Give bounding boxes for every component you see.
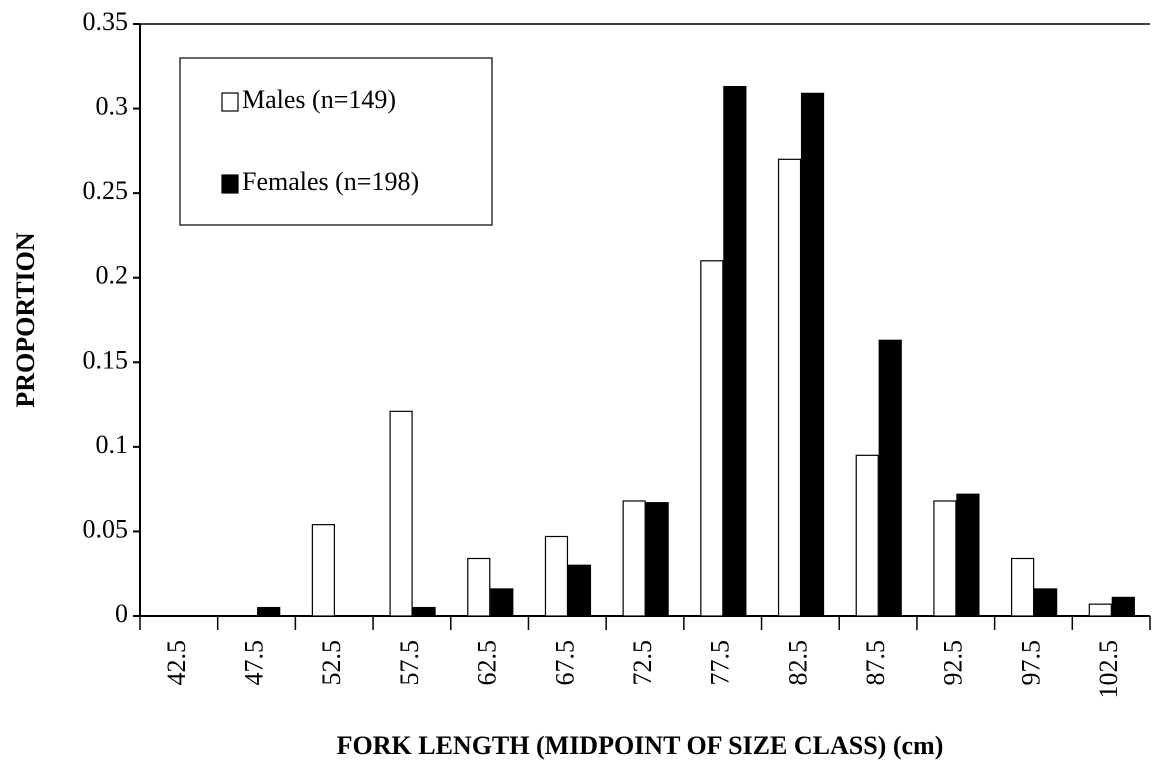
bar [467, 557, 491, 617]
bar [933, 500, 957, 617]
y-tick-label: 0.2 [96, 261, 129, 290]
bar [645, 502, 669, 617]
y-tick-label: 0.3 [96, 92, 129, 121]
x-tick-label: 97.5 [1016, 640, 1045, 686]
y-tick-label: 0.1 [96, 430, 129, 459]
y-tick-label: 0.35 [83, 7, 129, 36]
x-tick-label: 72.5 [628, 640, 657, 686]
x-axis-title: FORK LENGTH (MIDPOINT OF SIZE CLASS) (cm… [337, 731, 944, 760]
bar [956, 493, 980, 617]
bar [1011, 557, 1035, 617]
x-tick-label: 67.5 [550, 640, 579, 686]
x-tick-label: 57.5 [395, 640, 424, 686]
legend-label: Females (n=198) [242, 167, 419, 196]
y-tick-label: 0 [115, 599, 128, 628]
y-tick-label: 0.05 [83, 514, 129, 543]
bar [855, 454, 879, 617]
x-tick-label: 47.5 [240, 640, 269, 686]
y-tick-label: 0.25 [83, 176, 129, 205]
bar [1111, 596, 1135, 617]
bar [723, 85, 747, 617]
x-tick-label: 82.5 [783, 640, 812, 686]
x-tick-label: 52.5 [317, 640, 346, 686]
x-tick-label: 62.5 [473, 640, 502, 686]
bar [257, 606, 281, 617]
x-tick-label: 77.5 [706, 640, 735, 686]
legend-swatch [221, 174, 239, 194]
legend-box [179, 57, 493, 226]
bar [311, 524, 335, 617]
x-tick-label: 87.5 [861, 640, 890, 686]
x-tick-label: 102.5 [1094, 640, 1123, 699]
bar [389, 410, 413, 617]
bar [412, 606, 436, 617]
bar [700, 260, 724, 617]
y-tick-label: 0.15 [83, 345, 129, 374]
y-axis-title: PROPORTION [11, 232, 40, 408]
bar [1088, 603, 1112, 617]
x-tick-label: 92.5 [939, 640, 968, 686]
bar [544, 535, 569, 617]
legend-swatch [221, 92, 239, 112]
bar [777, 158, 802, 617]
x-tick-label: 42.5 [162, 640, 191, 686]
bar [1034, 588, 1058, 617]
legend-label: Males (n=149) [242, 85, 396, 114]
bar [490, 588, 514, 617]
bar [878, 339, 902, 617]
bar [567, 564, 592, 617]
bar [800, 92, 825, 617]
bar [622, 500, 646, 617]
